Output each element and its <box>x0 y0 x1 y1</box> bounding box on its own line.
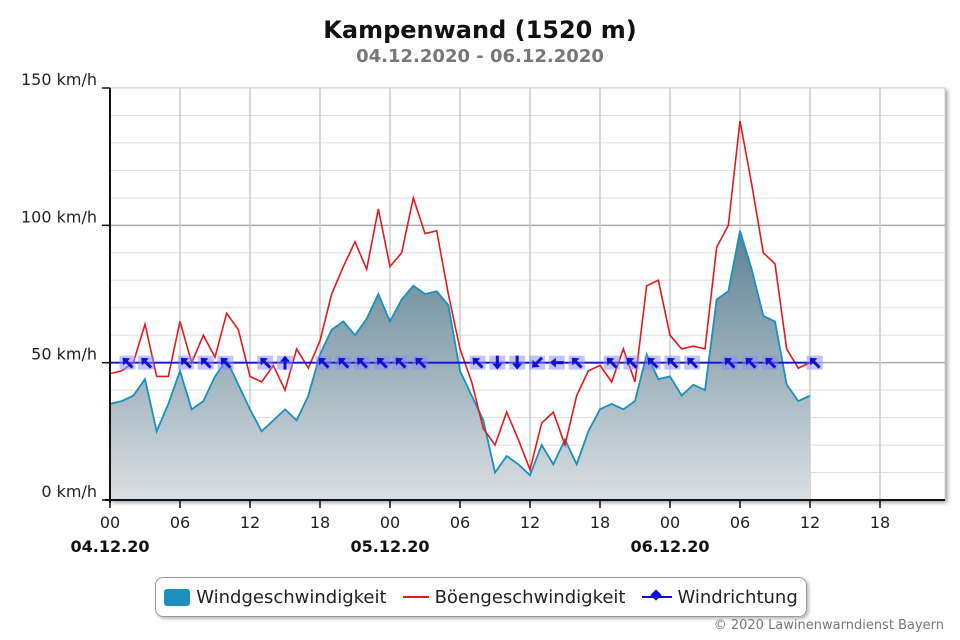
chart-subtitle: 04.12.2020 - 06.12.2020 <box>356 46 604 67</box>
arrow-icon <box>745 357 757 369</box>
arrow-icon <box>472 357 484 369</box>
wind-direction-arrow <box>197 355 214 370</box>
arrow-icon <box>809 357 821 369</box>
wind-direction-arrow <box>138 355 155 370</box>
arrow-icon <box>492 355 503 370</box>
arrow-icon <box>667 357 679 369</box>
arrow-icon <box>415 357 427 369</box>
arrow-icon <box>571 357 583 369</box>
x-tick-label: 00 <box>660 513 680 532</box>
legend: Windgeschwindigkeit Böengeschwindigkeit … <box>155 577 807 617</box>
wind-direction-arrow <box>412 355 429 370</box>
wind-direction-arrow <box>335 355 352 370</box>
x-tick-label: 12 <box>800 513 820 532</box>
arrow-icon <box>687 357 699 369</box>
wind-direction-arrow <box>509 355 526 370</box>
x-date-label: 06.12.20 <box>631 537 710 556</box>
arrow-icon <box>318 357 330 369</box>
wind-direction-arrow <box>603 355 620 370</box>
wind-direction-arrow <box>568 355 585 370</box>
y-tick-label: 0 km/h <box>41 482 97 501</box>
arrow-icon <box>280 355 290 370</box>
arrow-icon <box>122 357 134 369</box>
wind-direction-arrow <box>623 355 640 370</box>
x-tick-label: 18 <box>590 513 610 532</box>
wind-direction-arrow <box>373 355 390 370</box>
wind-direction-arrow <box>721 355 738 370</box>
wind-direction-arrow <box>217 355 234 370</box>
wind-direction-arrow <box>177 355 194 370</box>
x-tick-label: 06 <box>450 513 470 532</box>
gust-speed-line <box>109 120 811 473</box>
arrow-icon <box>220 357 232 369</box>
wind-direction-arrow <box>548 355 565 370</box>
wind-direction-arrow <box>119 355 136 370</box>
x-date-label: 05.12.20 <box>351 537 430 556</box>
arrow-icon <box>626 357 638 369</box>
x-tick-label: 18 <box>870 513 890 532</box>
y-tick-label: 150 km/h <box>21 70 97 89</box>
wind-direction-arrow <box>742 355 759 370</box>
wind-direction-arrow <box>762 355 779 370</box>
wind-speed-area <box>110 230 810 500</box>
legend-item-gust[interactable]: Böengeschwindigkeit <box>402 586 626 608</box>
arrow-icon <box>765 357 777 369</box>
wind-direction-arrow <box>489 355 506 370</box>
arrow-icon <box>395 357 407 369</box>
legend-label: Windgeschwindigkeit <box>196 586 387 608</box>
legend-item-wind[interactable]: Windgeschwindigkeit <box>164 586 387 608</box>
x-tick-label: 06 <box>730 513 750 532</box>
arrow-icon <box>512 355 523 370</box>
arrow-icon <box>376 357 388 369</box>
arrow-icon <box>724 357 736 369</box>
copyright: © 2020 Lawinenwarndienst Bayern <box>713 618 944 633</box>
x-tick-label: 12 <box>520 513 540 532</box>
legend-label: Böengeschwindigkeit <box>434 586 626 608</box>
wind-direction-arrow <box>664 355 681 370</box>
wind-direction-arrow <box>684 355 701 370</box>
arrow-icon <box>606 357 618 369</box>
arrow-icon <box>549 357 564 368</box>
wind-direction-arrow <box>529 355 545 370</box>
arrow-icon <box>200 357 212 369</box>
x-tick-label: 00 <box>380 513 400 532</box>
wind-direction-arrow <box>392 355 409 370</box>
x-tick-label: 18 <box>310 513 330 532</box>
x-tick-label: 00 <box>100 513 120 532</box>
arrow-icon <box>357 357 369 369</box>
area-swatch-icon <box>164 588 191 606</box>
arrow-icon <box>260 357 272 369</box>
wind-direction-arrow <box>277 355 293 370</box>
legend-item-direction[interactable]: Windrichtung <box>641 586 798 608</box>
x-tick-label: 06 <box>170 513 190 532</box>
y-tick-label: 50 km/h <box>31 345 97 364</box>
arrow-icon <box>647 357 659 369</box>
line-swatch-icon <box>402 596 429 598</box>
arrow-icon <box>180 357 192 369</box>
arrow-icon <box>338 357 350 369</box>
wind-direction-arrow <box>469 355 486 370</box>
legend-label: Windrichtung <box>677 586 798 608</box>
arrow-icon <box>532 356 544 368</box>
x-tick-label: 12 <box>240 513 260 532</box>
wind-direction-arrow <box>644 355 661 370</box>
wind-direction-arrow <box>354 355 370 370</box>
wind-direction-arrow <box>315 355 332 370</box>
wind-direction-arrow <box>257 355 274 370</box>
x-date-label: 04.12.20 <box>71 537 150 556</box>
diamond-line-swatch-icon <box>641 596 672 598</box>
chart-title: Kampenwand (1520 m) <box>323 16 637 44</box>
arrow-icon <box>141 357 153 369</box>
y-tick-label: 100 km/h <box>21 207 97 226</box>
wind-direction-arrow <box>806 355 823 370</box>
